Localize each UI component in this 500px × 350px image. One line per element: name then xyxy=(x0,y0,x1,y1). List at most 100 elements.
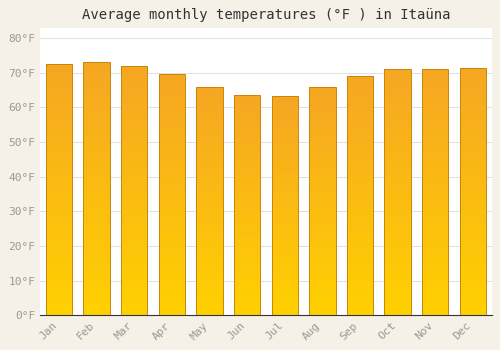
Bar xyxy=(46,109,72,112)
Bar xyxy=(234,311,260,313)
Bar xyxy=(347,141,373,143)
Bar xyxy=(272,267,298,270)
Bar xyxy=(384,173,411,175)
Bar xyxy=(309,270,336,272)
Bar xyxy=(422,205,448,207)
Bar xyxy=(460,226,486,229)
Bar xyxy=(422,251,448,254)
Bar xyxy=(234,181,260,183)
Bar xyxy=(384,94,411,96)
Bar xyxy=(158,120,185,122)
Bar xyxy=(158,219,185,222)
Bar xyxy=(347,237,373,239)
Bar xyxy=(422,266,448,269)
Bar xyxy=(309,92,336,94)
Bar xyxy=(272,114,298,116)
Bar xyxy=(309,158,336,160)
Bar xyxy=(460,236,486,239)
Bar xyxy=(46,220,72,222)
Bar xyxy=(84,153,110,156)
Bar xyxy=(196,229,222,231)
Bar xyxy=(234,95,260,315)
Bar xyxy=(422,291,448,293)
Bar xyxy=(422,79,448,82)
Bar xyxy=(272,263,298,265)
Bar xyxy=(84,209,110,212)
Bar xyxy=(272,110,298,112)
Bar xyxy=(347,229,373,232)
Bar xyxy=(309,279,336,281)
Bar xyxy=(384,160,411,163)
Bar xyxy=(422,212,448,215)
Bar xyxy=(84,116,110,118)
Bar xyxy=(234,223,260,225)
Bar xyxy=(272,197,298,199)
Bar xyxy=(309,160,336,163)
Bar xyxy=(196,101,222,103)
Bar xyxy=(272,171,298,173)
Bar xyxy=(234,155,260,157)
Bar xyxy=(196,224,222,226)
Bar xyxy=(422,261,448,264)
Bar xyxy=(158,113,185,116)
Bar xyxy=(84,169,110,171)
Bar xyxy=(234,234,260,236)
Bar xyxy=(422,298,448,301)
Bar xyxy=(234,157,260,159)
Bar xyxy=(272,175,298,177)
Bar xyxy=(272,208,298,210)
Bar xyxy=(196,144,222,147)
Bar xyxy=(272,112,298,114)
Bar xyxy=(272,199,298,202)
Bar xyxy=(84,212,110,214)
Bar xyxy=(46,175,72,177)
Bar xyxy=(384,293,411,296)
Bar xyxy=(422,222,448,224)
Bar xyxy=(347,196,373,198)
Bar xyxy=(384,246,411,249)
Bar xyxy=(422,72,448,74)
Bar xyxy=(84,65,110,68)
Bar xyxy=(234,183,260,186)
Bar xyxy=(234,265,260,267)
Bar xyxy=(272,206,298,208)
Bar xyxy=(46,102,72,104)
Bar xyxy=(84,265,110,267)
Bar xyxy=(196,176,222,178)
Bar xyxy=(422,160,448,163)
Bar xyxy=(158,125,185,127)
Bar xyxy=(272,252,298,254)
Bar xyxy=(347,289,373,292)
Bar xyxy=(84,247,110,250)
Bar xyxy=(272,155,298,158)
Bar xyxy=(422,126,448,128)
Bar xyxy=(84,290,110,293)
Bar xyxy=(272,261,298,263)
Bar xyxy=(384,197,411,200)
Bar xyxy=(46,180,72,182)
Bar xyxy=(158,255,185,258)
Bar xyxy=(84,138,110,141)
Bar xyxy=(234,161,260,163)
Bar xyxy=(234,104,260,106)
Bar xyxy=(84,156,110,159)
Bar xyxy=(272,164,298,166)
Bar xyxy=(234,135,260,137)
Bar xyxy=(272,254,298,256)
Bar xyxy=(309,128,336,131)
Bar xyxy=(158,214,185,217)
Bar xyxy=(234,278,260,280)
Bar xyxy=(46,232,72,235)
Bar xyxy=(384,113,411,116)
Bar xyxy=(121,66,148,68)
Bar xyxy=(309,174,336,176)
Bar xyxy=(84,252,110,255)
Bar xyxy=(234,102,260,104)
Bar xyxy=(234,128,260,131)
Bar xyxy=(46,265,72,268)
Bar xyxy=(272,256,298,258)
Bar xyxy=(158,272,185,274)
Bar xyxy=(384,143,411,146)
Bar xyxy=(196,288,222,290)
Bar xyxy=(422,185,448,187)
